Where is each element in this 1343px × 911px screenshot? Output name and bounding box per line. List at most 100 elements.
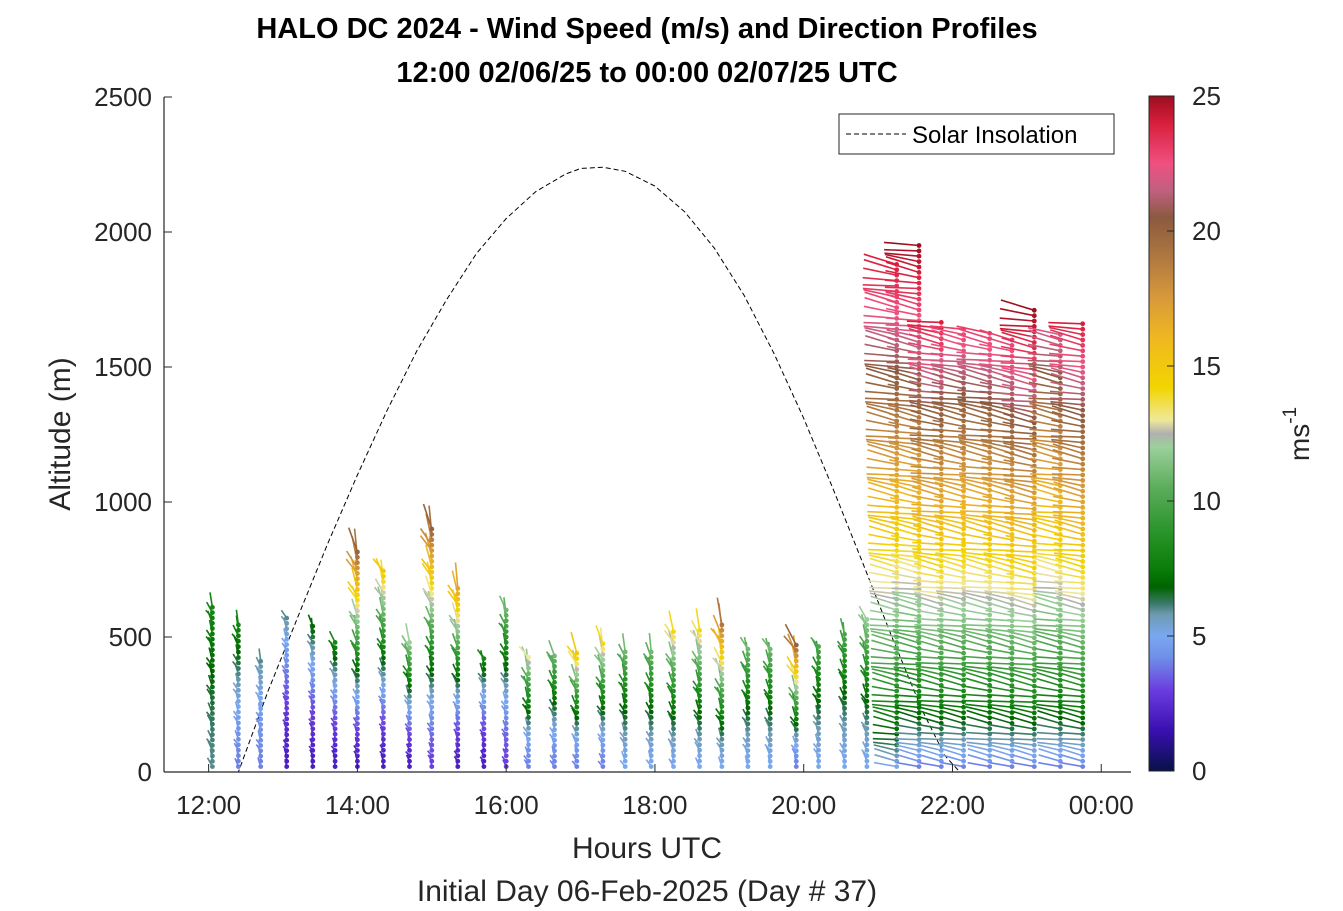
wind-barb-dot [1009,613,1015,618]
wind-barb-dot [719,655,725,660]
wind-barb-dot [961,613,966,618]
wind-barb-dot [894,499,900,505]
wind-barb-dot [671,742,676,748]
wind-barb-dot [455,721,461,726]
wind-barb-dot [894,456,900,462]
wind-barb-dot [1031,576,1037,582]
wind-barb-dot [503,607,509,613]
wind-barb-shaft [1006,555,1035,564]
wind-barb-dot [961,742,966,748]
wind-barb-dot [697,731,702,737]
wind-barb-shaft [957,380,990,389]
wind-barb-dot [767,753,773,759]
wind-barb-shaft [1002,437,1035,440]
wind-barb-shaft [961,571,990,578]
wind-barb-shaft [939,671,964,681]
wind-barb-dot [600,673,606,679]
wind-barb-dot [355,732,360,737]
wind-barb-dot [961,618,966,624]
wind-barb-dot [455,688,461,694]
wind-barb-dot [1080,526,1086,532]
wind-barb-dot [236,622,241,628]
wind-barb-dot [284,626,290,632]
wind-barb-shaft [966,715,990,725]
wind-barb-dot [503,623,509,629]
wind-barb-dot [455,623,461,629]
wind-barb-dot [1080,321,1086,327]
wind-barb-dot [793,737,799,743]
wind-barb-shaft [919,761,942,768]
wind-barb-shaft [933,449,964,460]
wind-barb-dot [961,683,966,688]
wind-barb-shaft [1006,587,1035,591]
wind-barb-shaft [451,602,459,622]
wind-profile [231,609,241,769]
wind-barb-dot [381,737,386,742]
wind-barb-shaft [985,601,1013,611]
wind-barb-shaft [989,754,1013,762]
wind-barb-shaft [962,589,990,595]
wind-barb-dot [1031,646,1037,651]
wind-barb-dot [600,737,606,743]
wind-barb-dot [1009,386,1015,391]
wind-barb-dot [816,676,821,682]
colorbar-gradient [1148,95,1175,772]
wind-barb-dot [481,737,487,742]
wind-barb-shaft [1050,402,1083,411]
wind-barb-shaft [1011,744,1035,752]
wind-barb-dot [842,663,847,669]
wind-barb-dot [745,742,751,748]
wind-barb-dot [842,653,847,658]
wind-barb-dot [284,748,290,754]
wind-barb-shaft [873,715,897,725]
wind-barb-shaft [980,419,1013,428]
wind-barb-shaft [1049,326,1083,336]
wind-barb-shaft [984,554,1013,563]
wind-barb-dot [429,613,435,618]
wind-barb-dot [961,337,966,343]
wind-barb-dot [916,415,922,420]
wind-barb-dot [894,424,900,429]
wind-barb-shaft [984,571,1013,579]
wind-barb-shaft [913,579,942,584]
wind-barb-shaft [906,320,942,324]
wind-barb-dot [355,613,360,619]
wind-barb-dot [767,678,773,684]
wind-barb-shaft [1053,481,1083,492]
wind-barb-dot [503,683,509,688]
wind-barb-shaft [981,473,1013,476]
wind-barb-dot [455,699,461,705]
wind-barb-dot [719,644,725,650]
wind-barb-dot [1031,565,1037,571]
wind-barb-shaft [873,761,897,768]
wind-barb-dot [793,658,799,664]
wind-barb-shaft [936,609,964,617]
wind-barb-shaft [1037,741,1061,746]
wind-barb-dot [600,657,606,663]
wind-barb-dot [600,721,606,727]
wind-barb-dot [1080,359,1086,364]
wind-barb-dot [574,710,580,715]
wind-barb-dot [236,660,241,666]
wind-barb-dot [407,683,412,688]
wind-barb-dot [697,671,702,677]
wind-barb-dot [355,619,360,625]
wind-barb-dot [1031,694,1037,700]
wind-barb-dot [1031,324,1037,329]
wind-barb-dot [816,731,821,737]
wind-barb-shaft [999,324,1035,328]
wind-barb-dot [842,695,847,701]
wind-barb-shaft [1003,468,1035,473]
wind-barb-shaft [982,487,1013,498]
wind-barb-shaft [1037,744,1061,752]
wind-barb-shaft [987,671,1013,681]
wind-barb-dot [503,710,509,715]
wind-barb-dot [236,671,241,677]
wind-barb-shaft [960,486,990,497]
wind-barb-dot [526,660,531,666]
wind-barb-dot [574,737,580,742]
wind-barb-dot [503,721,509,726]
wind-barb-dot [284,716,290,722]
wind-barb-dot [481,721,487,726]
